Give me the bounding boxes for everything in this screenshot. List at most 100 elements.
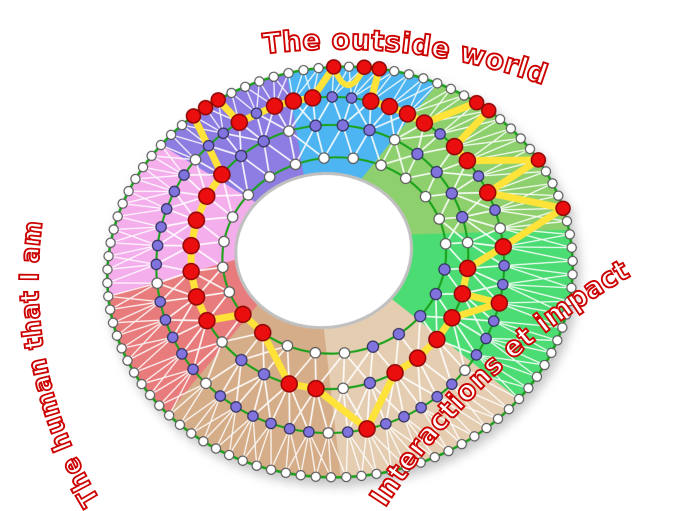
white-node (429, 452, 440, 463)
spoke-line (113, 226, 162, 231)
red-node (187, 288, 206, 306)
spoke-line (116, 301, 161, 337)
red-node (280, 375, 298, 393)
spoke-line (141, 353, 183, 385)
white-node (564, 229, 576, 240)
spoke-line (308, 431, 317, 477)
spoke-line (294, 125, 317, 165)
white-node (561, 216, 573, 227)
spoke-line (503, 264, 572, 289)
spoke-line (127, 336, 174, 362)
white-node (102, 264, 113, 275)
spoke-line (451, 383, 499, 420)
white-node (283, 67, 294, 79)
white-node (189, 153, 202, 166)
spoke-line (476, 354, 545, 366)
spoke-line (394, 133, 441, 141)
white-node (218, 235, 230, 248)
spoke-line (113, 319, 166, 324)
white-node (547, 178, 558, 189)
purple-node (154, 295, 167, 308)
spoke-line (133, 353, 183, 374)
white-node (310, 471, 321, 482)
spoke-line (499, 302, 563, 329)
spoke-line (158, 368, 194, 406)
white-node (322, 427, 335, 439)
spoke-line (476, 354, 538, 378)
purple-node (472, 170, 485, 182)
red-node (234, 305, 252, 324)
spoke-line (117, 208, 167, 218)
red-node (213, 165, 231, 184)
purple-node (480, 332, 492, 345)
white-node (552, 335, 563, 346)
spoke-line (107, 244, 158, 271)
white-node (146, 150, 157, 162)
red-node (187, 211, 206, 229)
red-node (530, 152, 547, 168)
spoke-line (168, 368, 194, 416)
purple-node (345, 92, 358, 104)
spoke-line (366, 428, 407, 468)
spoke-line (181, 341, 223, 355)
white-node (459, 364, 471, 377)
spoke-line (110, 242, 158, 247)
spoke-line (345, 432, 349, 478)
purple-node (411, 147, 424, 161)
white-node (564, 296, 575, 307)
white-node (503, 404, 515, 415)
spoke-line (436, 396, 475, 437)
white-node (567, 255, 578, 267)
spoke-line (190, 395, 221, 434)
purple-node (159, 314, 172, 326)
spoke-line (493, 320, 552, 354)
purple-node (176, 348, 188, 360)
red-node (478, 183, 497, 202)
red-node (182, 236, 200, 255)
spoke-line (436, 396, 463, 445)
purple-node (434, 128, 446, 140)
spoke-line (464, 369, 520, 400)
white-node (432, 78, 443, 89)
purple-node (257, 368, 271, 381)
white-node (104, 304, 116, 315)
red-node (555, 200, 571, 217)
white-node (240, 81, 251, 92)
white-node (242, 189, 255, 201)
white-node (513, 393, 525, 405)
white-node (265, 464, 277, 475)
spoke-line (107, 263, 157, 271)
spoke-line (327, 432, 332, 478)
purple-node (414, 309, 427, 323)
spoke-line (108, 255, 157, 266)
purple-node (392, 327, 406, 341)
white-node (111, 330, 123, 341)
spoke-line (110, 226, 162, 244)
spoke-line (127, 319, 166, 362)
purple-node (250, 107, 263, 120)
spoke-line (502, 283, 567, 316)
white-node (371, 468, 382, 480)
white-node (561, 309, 572, 320)
white-node (102, 277, 113, 289)
spoke-line (436, 396, 487, 429)
red-node (494, 238, 513, 256)
spoke-line (347, 431, 378, 475)
white-node (268, 71, 279, 82)
spoke-line (215, 406, 237, 449)
spoke-line (504, 264, 573, 276)
red-node (253, 323, 272, 342)
purple-node (363, 123, 376, 137)
white-node (309, 346, 322, 359)
white-node (553, 190, 564, 201)
purple-node (430, 165, 443, 179)
spoke-line (252, 374, 265, 417)
purple-node (366, 340, 380, 353)
white-node (401, 462, 412, 473)
purple-node (265, 417, 277, 430)
spoke-line (158, 382, 207, 407)
purple-node (445, 187, 458, 200)
white-node (524, 143, 536, 155)
purple-node (160, 203, 173, 215)
